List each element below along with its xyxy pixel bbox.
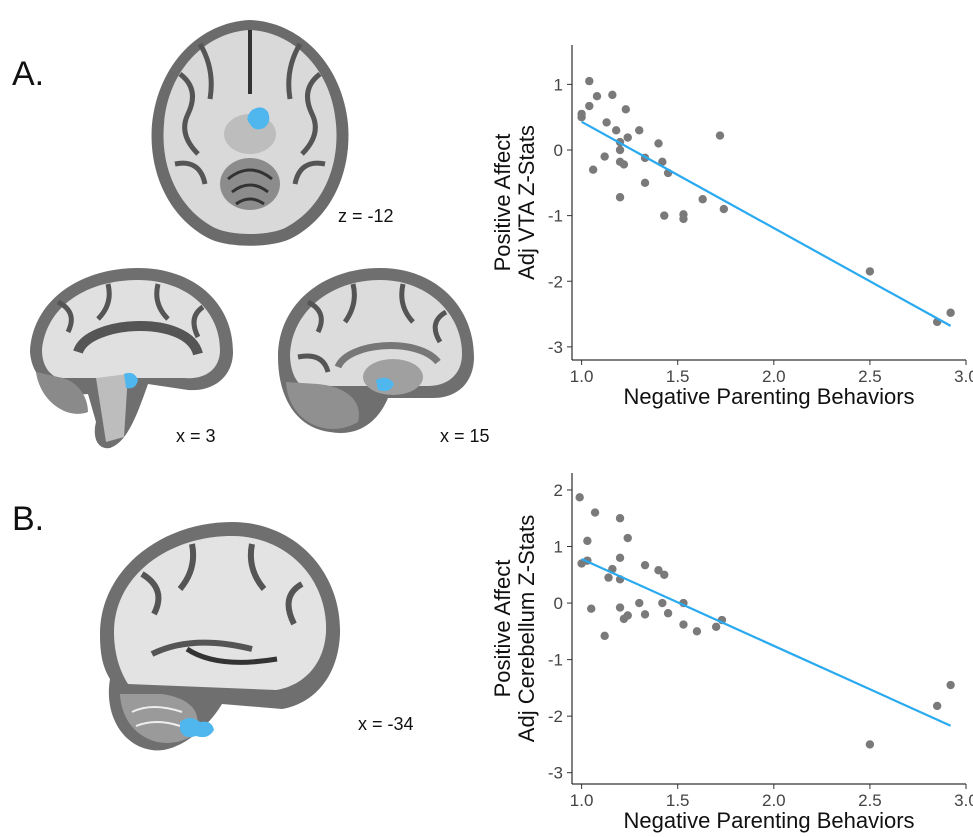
data-point <box>679 620 688 629</box>
x-tick-label: 2.5 <box>858 791 882 810</box>
y-tick-label: -3 <box>548 764 563 783</box>
sagittal-right-brain-slice <box>278 268 474 433</box>
sagittal-cerebellum-brain-slice <box>100 522 341 751</box>
y-tick-label: -1 <box>548 207 563 226</box>
axial-slice-coordinate: z = -12 <box>338 206 394 226</box>
regression-line <box>581 120 952 327</box>
data-point <box>590 508 600 517</box>
data-point <box>623 533 632 543</box>
sagittal-cerebellum-coordinate: x = -34 <box>358 714 414 734</box>
data-point <box>585 76 594 86</box>
regression-line <box>581 557 952 727</box>
y-tick-label: -2 <box>548 707 563 726</box>
data-point <box>692 627 702 636</box>
y-tick-label: -3 <box>548 338 563 357</box>
data-point <box>679 214 688 224</box>
x-tick-label: 1.0 <box>570 367 594 386</box>
data-point <box>577 109 586 119</box>
chart-b-cerebellum: 1.0 1.5 2.0 2.5 3.0 2 1 0 -1 -2 -3 Negative Parenti… <box>490 473 973 833</box>
y-tick-label: 0 <box>554 141 563 160</box>
data-point <box>698 195 707 204</box>
data-point <box>640 560 650 570</box>
y-axis-title-line2: Adj VTA Z-Stats <box>514 125 539 280</box>
axial-brain-slice <box>151 20 349 246</box>
data-point <box>932 701 942 711</box>
data-point <box>946 680 955 690</box>
data-point <box>658 157 667 167</box>
y-tick-label: 1 <box>554 538 563 557</box>
data-point <box>588 165 598 174</box>
data-point <box>615 514 625 523</box>
x-axis-title: Negative Parenting Behaviors <box>623 384 914 409</box>
data-point <box>604 573 613 582</box>
data-point <box>865 267 875 276</box>
sagittal-midline-coordinate: x = 3 <box>176 426 216 446</box>
data-point <box>621 105 631 114</box>
data-point <box>715 131 725 140</box>
data-point <box>602 118 611 127</box>
data-point <box>623 611 632 620</box>
sagittal-right-coordinate: x = 15 <box>440 426 490 446</box>
data-point <box>658 598 667 608</box>
data-point <box>654 566 663 575</box>
data-point <box>600 152 609 161</box>
data-point <box>585 101 594 111</box>
data-point <box>660 211 669 220</box>
data-point <box>592 91 602 101</box>
panel-label-b: B. <box>12 500 45 538</box>
data-point <box>615 193 625 202</box>
data-point <box>608 90 617 100</box>
data-point <box>946 308 955 317</box>
y-axis-title-line1: Positive Affect <box>490 134 515 272</box>
x-tick-label: 3.0 <box>954 791 973 810</box>
x-tick-label: 2.5 <box>858 367 882 386</box>
data-point <box>663 609 673 618</box>
data-point <box>623 133 632 142</box>
data-point <box>635 598 644 608</box>
data-point <box>575 493 584 502</box>
x-tick-label: 2.0 <box>762 367 786 386</box>
panel-label-a: A. <box>12 55 45 93</box>
data-point <box>660 570 669 579</box>
y-tick-label: -2 <box>548 272 563 291</box>
sagittal-midline-brain-slice <box>30 268 233 449</box>
x-axis-title: Negative Parenting Behaviors <box>623 808 914 833</box>
data-point <box>711 622 721 632</box>
data-point <box>640 178 650 188</box>
data-point <box>615 145 625 155</box>
data-point <box>865 740 875 749</box>
x-tick-label: 1.5 <box>666 367 690 386</box>
y-tick-label: 2 <box>554 481 563 500</box>
data-point <box>583 536 592 546</box>
data-point <box>615 553 625 563</box>
chart-a-vta: 1.0 1.5 2.0 2.5 3.0 1 0 -1 -2 -3 Negative Parentin… <box>490 45 973 409</box>
y-tick-label: -1 <box>548 651 563 670</box>
x-tick-label: 1.0 <box>570 791 594 810</box>
data-point <box>600 631 609 641</box>
x-tick-label: 2.0 <box>762 791 786 810</box>
y-axis-title-line1: Positive Affect <box>490 560 515 698</box>
x-tick-label: 1.5 <box>666 791 690 810</box>
data-point <box>587 604 596 613</box>
data-point <box>640 610 650 619</box>
data-point <box>612 126 621 135</box>
y-tick-label: 1 <box>554 75 563 94</box>
data-point <box>719 204 729 214</box>
y-tick-label: 0 <box>554 594 563 613</box>
data-point <box>619 160 629 169</box>
y-axis-title-line2: Adj Cerebellum Z-Stats <box>514 515 539 742</box>
data-point <box>635 126 644 135</box>
x-tick-label: 3.0 <box>954 367 973 386</box>
data-point <box>615 603 625 612</box>
data-point <box>654 139 663 148</box>
